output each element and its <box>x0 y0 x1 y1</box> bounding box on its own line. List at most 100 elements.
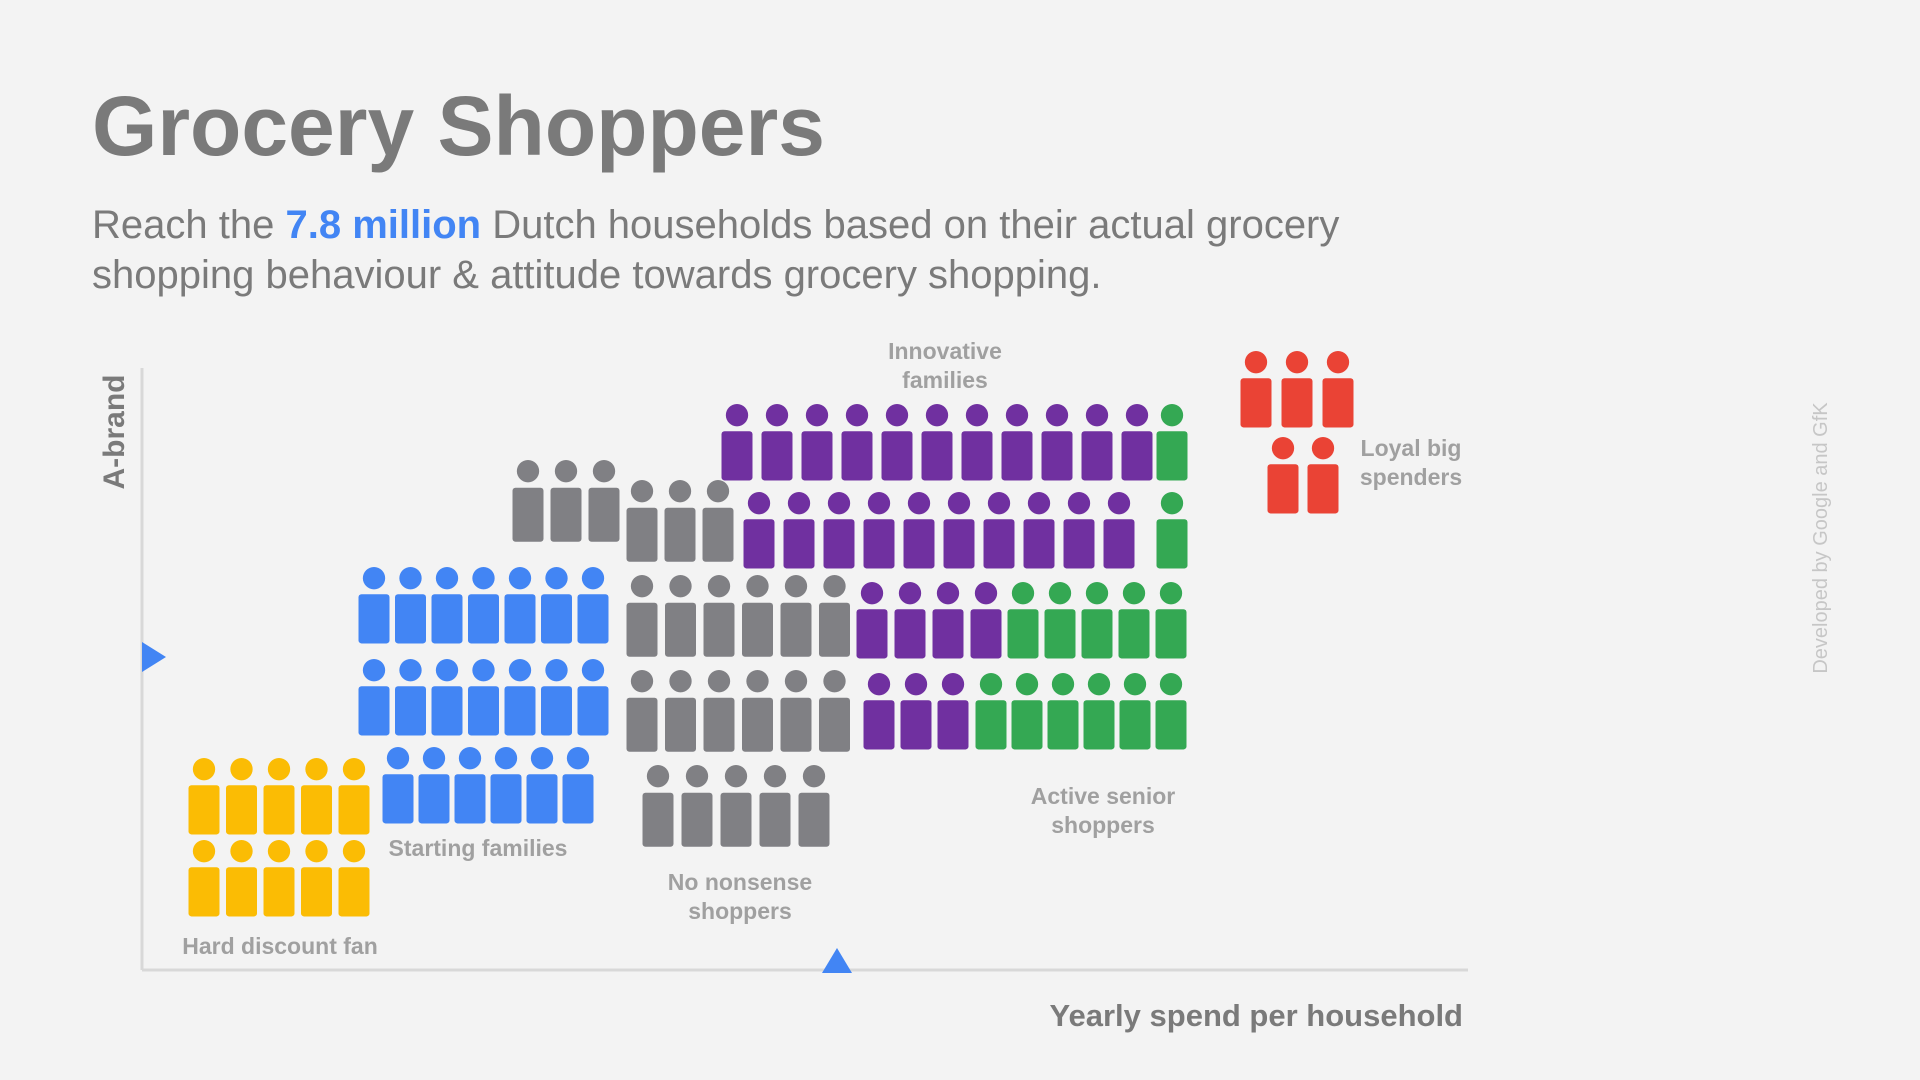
person-icon <box>742 670 773 752</box>
person-icon-body <box>431 594 463 644</box>
segment-active-senior <box>975 404 1188 750</box>
person-icon-head <box>898 582 922 605</box>
person-icon-body <box>975 700 1007 750</box>
person-icon <box>742 575 773 657</box>
person-icon-head <box>860 582 884 605</box>
person-icon <box>681 765 713 847</box>
person-icon-body <box>1011 700 1043 750</box>
person-icon-head <box>581 567 605 590</box>
segment-starting-families <box>358 567 609 824</box>
person-icon-body <box>720 792 752 847</box>
person-icon-head <box>386 747 410 770</box>
person-icon-body <box>1155 700 1187 750</box>
person-icon-head <box>974 582 998 605</box>
person-icon <box>395 659 426 736</box>
person-icon-head <box>1160 404 1184 427</box>
person-icon-body <box>664 507 696 562</box>
person-icon-body <box>626 602 658 657</box>
person-icon <box>1011 673 1043 750</box>
person-icon-body <box>1081 431 1113 481</box>
person-icon-body <box>1156 519 1188 569</box>
person-icon-head <box>422 747 446 770</box>
person-icon <box>431 567 463 644</box>
person-icon-head <box>823 670 846 693</box>
person-icon-head <box>1067 492 1091 515</box>
y-axis-marker <box>142 642 166 672</box>
person-icon-body <box>681 792 713 847</box>
person-icon <box>841 404 873 481</box>
person-icon-body <box>721 431 753 481</box>
person-icon <box>937 673 969 750</box>
person-icon-head <box>1027 492 1051 515</box>
person-icon-body <box>937 700 969 750</box>
segment-label-line: Active senior <box>1031 783 1175 809</box>
person-icon <box>780 670 812 752</box>
person-icon-body <box>1081 609 1113 659</box>
person-icon-body <box>418 774 450 824</box>
person-icon <box>1240 351 1272 428</box>
person-icon-head <box>630 575 654 598</box>
person-icon <box>1156 404 1188 481</box>
person-icon-head <box>1107 492 1131 515</box>
person-icon-body <box>983 519 1015 569</box>
person-icon-body <box>338 785 370 835</box>
person-icon <box>541 659 572 736</box>
person-icon <box>1322 351 1354 428</box>
person-icon <box>263 758 295 835</box>
person-icon-head <box>192 758 216 781</box>
person-icon <box>338 840 370 917</box>
person-icon <box>526 747 558 824</box>
person-icon-body <box>798 792 830 847</box>
person-icon-head <box>230 840 253 863</box>
person-icon-head <box>979 673 1003 696</box>
person-icon-head <box>725 404 749 427</box>
person-icon <box>921 404 953 481</box>
page-subtitle: Reach the 7.8 million Dutch households b… <box>92 200 1492 300</box>
person-icon-body <box>863 519 895 569</box>
person-icon <box>626 480 658 562</box>
person-icon <box>1307 437 1339 514</box>
person-icon-body <box>1156 431 1188 481</box>
person-icon <box>943 492 975 569</box>
person-icon-body <box>642 792 674 847</box>
person-icon-head <box>545 567 568 590</box>
person-icon-head <box>305 840 328 863</box>
page-title: Grocery Shoppers <box>92 79 825 173</box>
person-icon <box>903 492 935 569</box>
person-icon <box>721 404 753 481</box>
person-icon-body <box>894 609 926 659</box>
person-icon <box>819 670 850 752</box>
person-icon-body <box>742 602 773 657</box>
segment-label-line: Innovative <box>888 338 1002 364</box>
segment-label-line: shoppers <box>688 898 792 924</box>
person-icon-head <box>192 840 216 863</box>
person-icon-body <box>504 594 536 644</box>
segment-no-nonsense <box>512 460 850 847</box>
person-icon-head <box>646 765 670 788</box>
person-icon <box>504 659 536 736</box>
person-icon-body <box>703 602 735 657</box>
person-icon <box>188 840 220 917</box>
person-icon-head <box>508 567 532 590</box>
person-icon-body <box>1322 378 1354 428</box>
person-icon-head <box>1045 404 1069 427</box>
person-icon-body <box>526 774 558 824</box>
person-icon <box>626 670 658 752</box>
person-icon-head <box>1285 351 1309 374</box>
person-icon-body <box>1119 700 1151 750</box>
person-icon-body <box>301 867 332 917</box>
person-icon <box>468 659 499 736</box>
person-icon <box>301 758 332 835</box>
person-icon-head <box>669 670 692 693</box>
person-icon <box>188 758 220 835</box>
person-icon-head <box>472 567 495 590</box>
person-icon-head <box>765 404 789 427</box>
segment-label-starting-families: Starting families <box>389 835 568 861</box>
icon-groups <box>188 351 1354 917</box>
person-icon-body <box>263 785 295 835</box>
person-icon-head <box>925 404 949 427</box>
person-icon-body <box>454 774 486 824</box>
person-icon-body <box>541 686 572 736</box>
person-icon-head <box>763 765 787 788</box>
person-icon <box>226 840 257 917</box>
